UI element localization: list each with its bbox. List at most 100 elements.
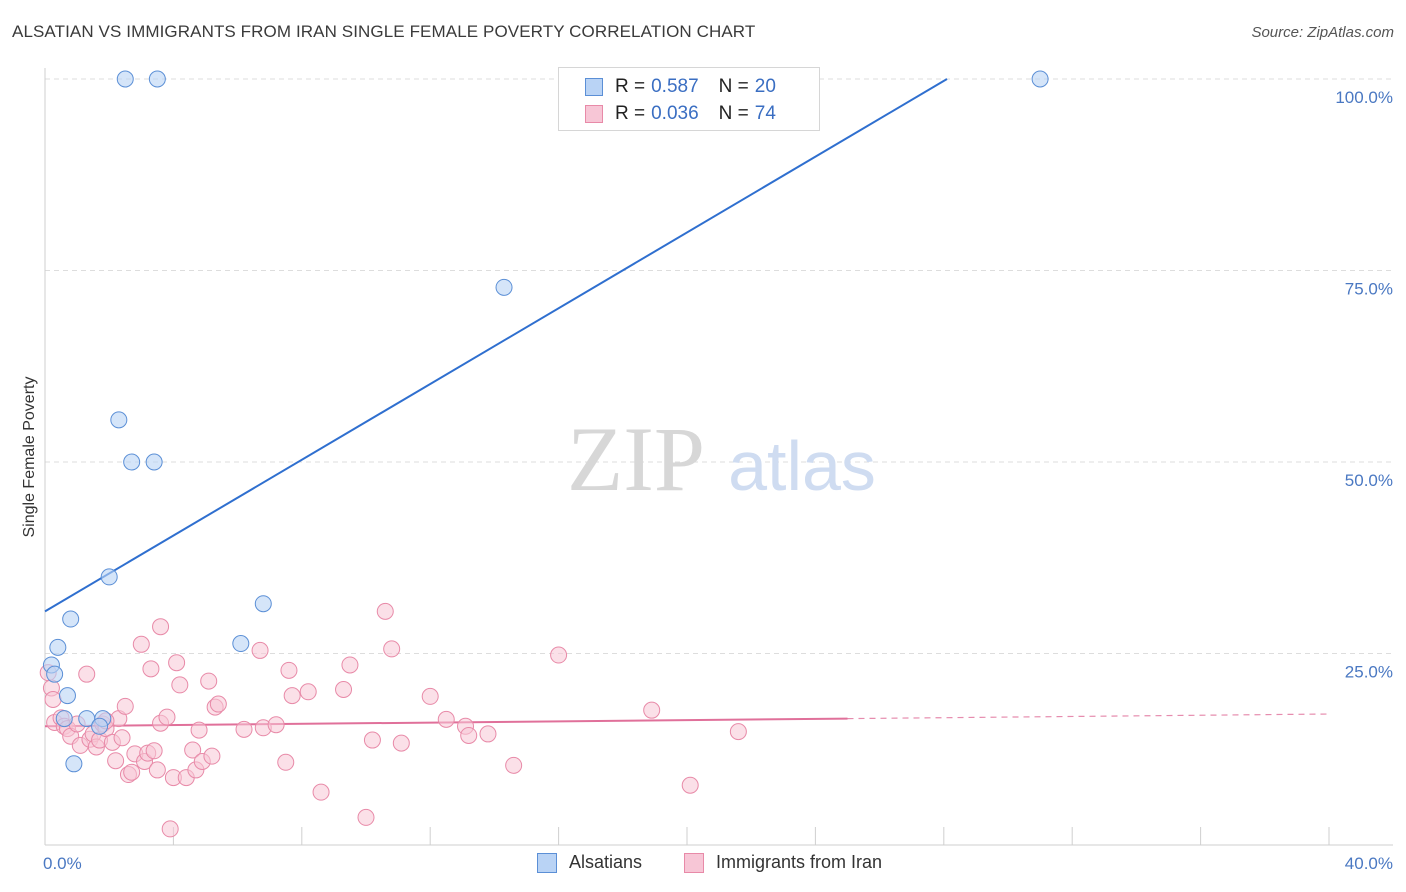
iran-point [299,683,317,701]
source-credit: Source: ZipAtlas.com [1251,24,1394,41]
alsatians-point [145,453,163,471]
alsatians-point [1031,70,1049,88]
legend-row-alsatians: R = 0.587 N = 20 [585,76,776,98]
n-value: 74 [754,103,776,124]
iran-point [383,640,401,658]
watermark: ZIP atlas [567,408,876,510]
iran-point [251,641,269,659]
iran-point [729,723,747,741]
iran-legend-icon [684,852,704,873]
iran-point [363,731,381,749]
iran-point [335,681,353,699]
iran-point [460,726,478,744]
iran-point [200,672,218,690]
iran-point [107,752,125,770]
iran-trend-extension [847,713,1330,720]
y-tick-label: 100.0% [1335,88,1393,107]
iran-point [550,646,568,664]
legend-item-alsatians[interactable]: Alsatians [537,852,642,873]
alsatians-point [110,411,128,429]
legend-row-iran: R = 0.036 N = 74 [585,103,776,125]
iran-point [78,665,96,683]
y-axis-label: Single Female Poverty [21,377,38,538]
iran-point [235,720,253,738]
axes [44,68,1393,846]
watermark-atlas: atlas [728,427,876,505]
iran-point [123,763,141,781]
iran-point [171,676,189,694]
iran-point [209,695,227,713]
alsatians-point [116,70,134,88]
iran-point [312,783,330,801]
iran-point [161,820,179,838]
legend-item-iran[interactable]: Immigrants from Iran [684,852,882,873]
y-tick-label: 75.0% [1345,280,1393,299]
alsatians-point [58,687,76,705]
tick-labels: 100.0% 75.0% 50.0% 25.0% 0.0% 40.0% [43,88,1393,873]
iran-point [437,710,455,728]
r-value: 0.587 [651,76,699,97]
alsatians-point [62,610,80,628]
iran-point [148,761,166,779]
iran-point [158,708,176,726]
alsatians-point [254,595,272,613]
iran-point [376,602,394,620]
iran-point [44,690,62,708]
alsatians-point [148,70,166,88]
iran-point [341,656,359,674]
iran-point [505,756,523,774]
r-label: R = [615,76,646,97]
iran-point [392,734,410,752]
iran-point [116,697,134,715]
iran-point [479,725,497,743]
alsatians-point [232,635,250,653]
alsatians-point [123,453,141,471]
iran-point [643,701,661,719]
iran-point [152,618,170,636]
correlation-legend: R = 0.587 N = 20 R = 0.036 N = 74 [558,67,820,131]
alsatians-point [495,278,513,296]
r-label: R = [615,103,646,124]
watermark-zip: ZIP [567,408,705,510]
data-points [39,70,1049,838]
y-tick-label: 25.0% [1345,663,1393,682]
alsatians-point [65,755,83,773]
alsatians-legend-icon [537,852,557,873]
legend-label-alsatians: Alsatians [569,852,643,872]
alsatians-point [55,710,73,728]
y-tick-label: 50.0% [1345,471,1393,490]
r-value: 0.036 [651,103,699,124]
alsatians-point [91,717,109,735]
iran-point [190,721,208,739]
legend-label-iran: Immigrants from Iran [716,852,883,872]
alsatians-swatch-icon [585,78,603,96]
iran-point [145,742,163,760]
iran-point [113,729,131,747]
series-legend: Alsatians Immigrants from Iran [0,852,1406,876]
n-value: 20 [754,76,776,97]
grid-lines [45,78,1393,654]
iran-point [421,687,439,705]
iran-point [283,687,301,705]
n-label: N = [718,76,749,97]
alsatians-point [100,568,118,586]
iran-point [681,776,699,794]
iran-swatch-icon [585,105,603,123]
iran-point [142,660,160,678]
x-tick-label-max: 40.0% [1345,854,1393,873]
x-tick-label-min: 0.0% [43,854,82,873]
iran-point [277,753,295,771]
iran-point [357,808,375,826]
alsatians-trend-line [44,78,948,613]
iran-point [267,716,285,734]
iran-point [280,661,298,679]
trend-lines [44,78,1330,728]
n-label: N = [718,103,749,124]
alsatians-point [49,638,67,656]
iran-point [203,747,221,765]
iran-point [132,635,150,653]
iran-point [184,741,202,759]
alsatians-point [46,665,64,683]
iran-point [168,654,186,672]
